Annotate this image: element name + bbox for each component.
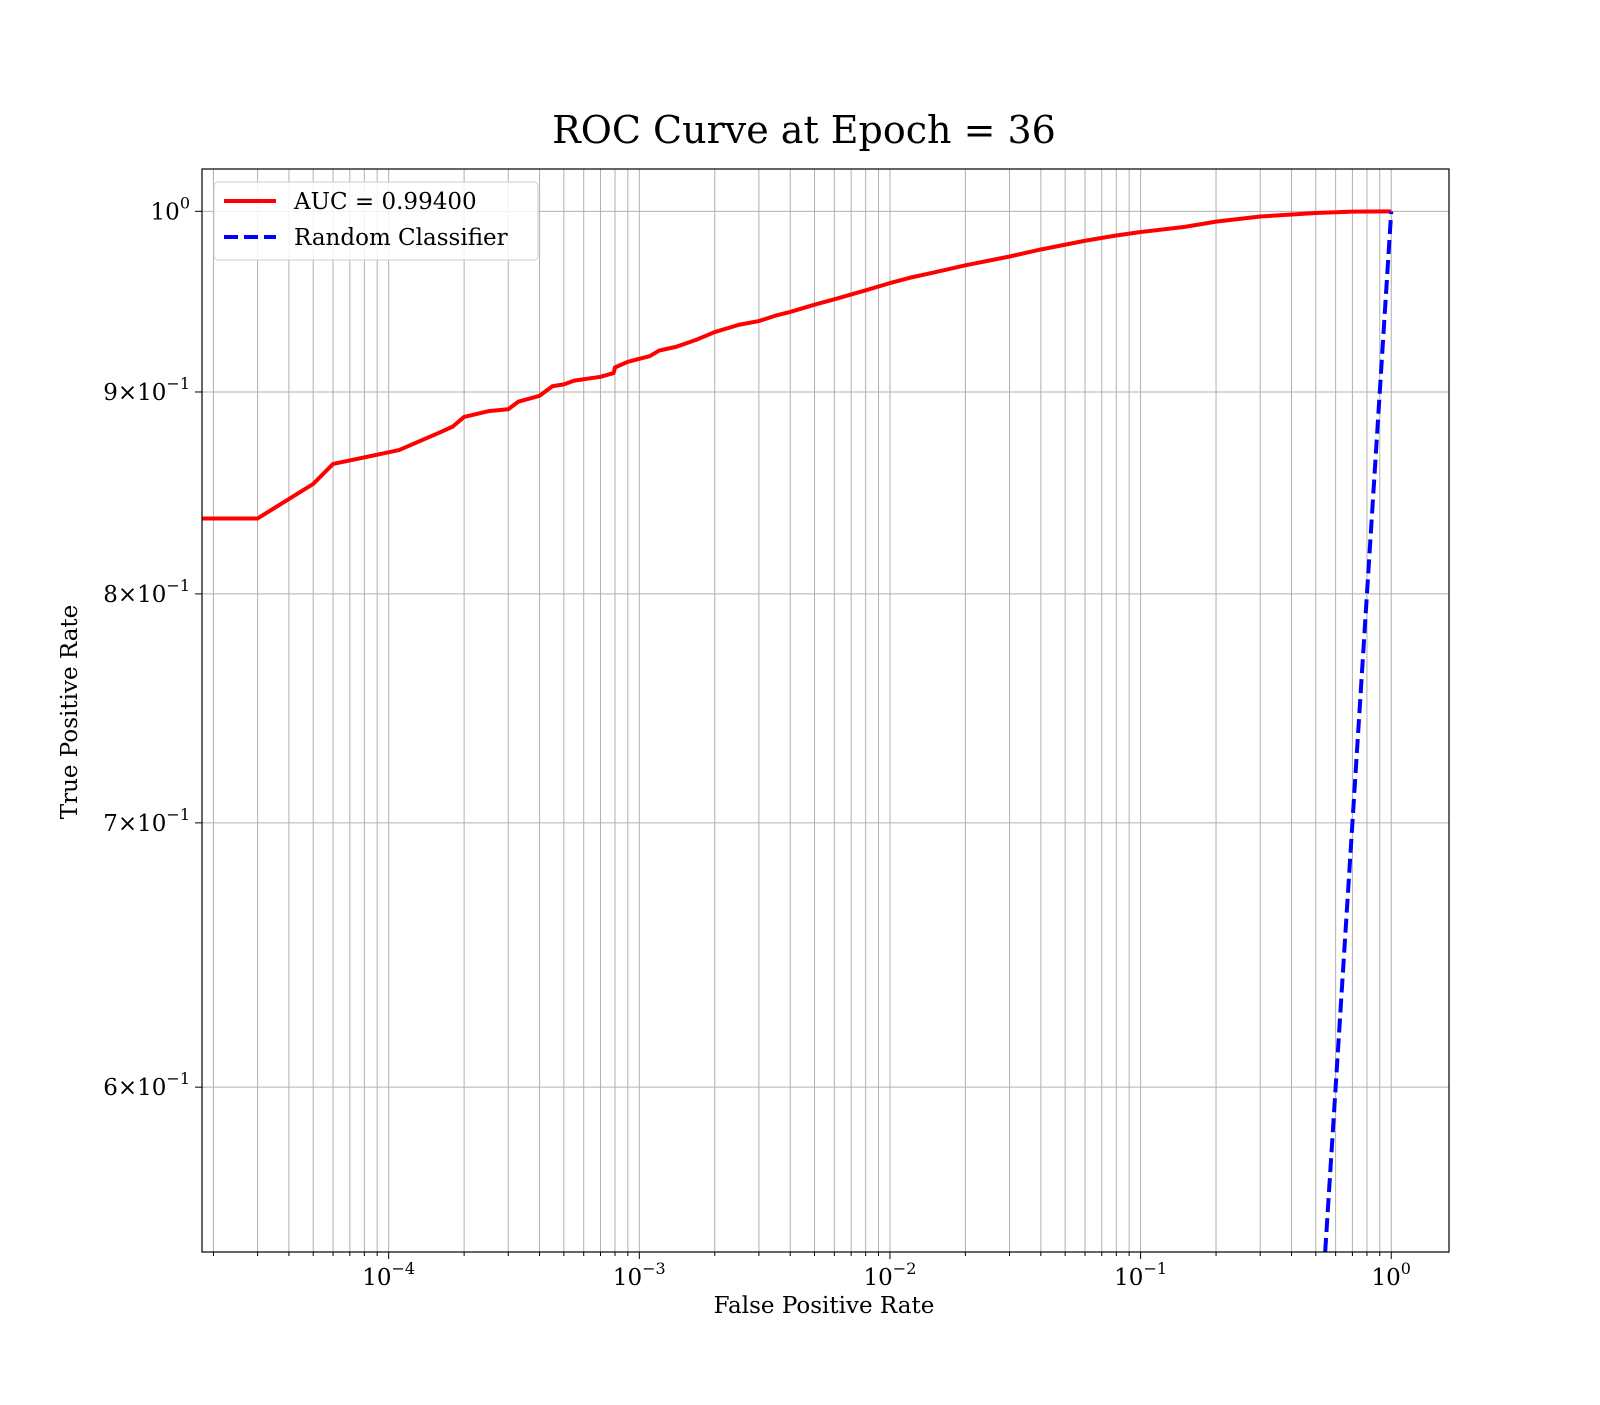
series-lines	[202, 209, 1394, 1252]
x-tick-label: 100	[1372, 1259, 1411, 1291]
x-tick-label: 10−4	[362, 1259, 415, 1291]
legend-label-random: Random Classifier	[294, 225, 508, 251]
random-classifier-line	[1323, 211, 1394, 1252]
x-tick-label: 10−2	[864, 1259, 917, 1291]
x-axis-label: False Positive Rate	[714, 1293, 935, 1319]
grid	[202, 169, 1449, 1252]
axis-ticks: 100 9×10−1 8×10−1 7×10−1 6×10−1 10−4 10−3 10−2 1…	[103, 193, 1411, 1291]
y-tick-label: 8×10−1	[103, 576, 190, 608]
y-tick-label: 9×10−1	[103, 374, 190, 406]
x-tick-label: 10−3	[613, 1259, 666, 1291]
legend: AUC = 0.99400 Random Classifier	[213, 181, 539, 261]
y-tick-label: 100	[151, 193, 190, 225]
legend-box	[213, 181, 539, 261]
plot-frame	[201, 168, 1450, 1253]
roc-curve-line	[202, 209, 1392, 521]
y-tick-label: 6×10−1	[103, 1069, 190, 1101]
x-tick-label: 10−1	[1114, 1259, 1167, 1291]
legend-label-auc: AUC = 0.99400	[293, 189, 477, 215]
chart-title: ROC Curve at Epoch = 36	[552, 108, 1056, 152]
y-tick-label: 7×10−1	[103, 805, 190, 837]
y-axis-label: True Positive Rate	[57, 605, 83, 820]
